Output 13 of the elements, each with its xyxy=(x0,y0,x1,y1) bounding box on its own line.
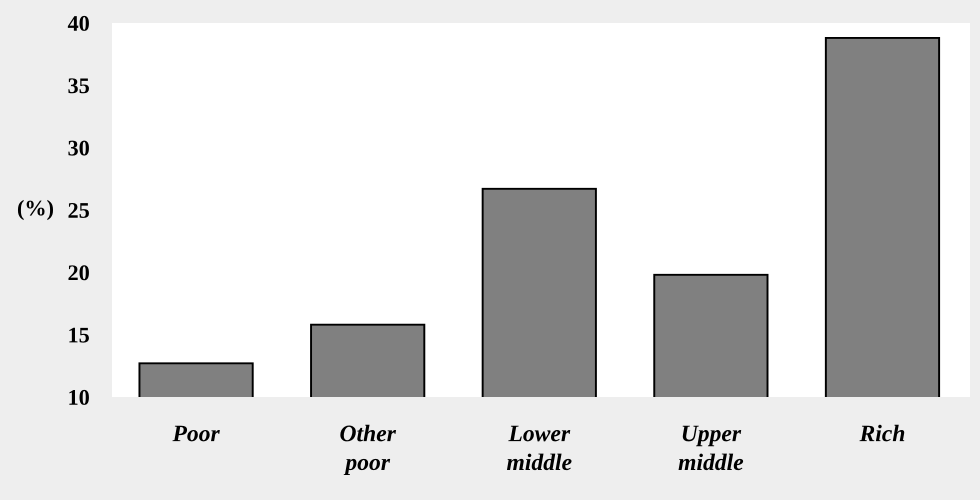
x-tick-label: Lower middle xyxy=(506,426,572,470)
y-tick-label: 15 xyxy=(69,328,89,343)
x-tick-label: Other poor xyxy=(340,424,396,475)
x-tick-label: Poor xyxy=(172,426,220,442)
x-tick-label: Rich xyxy=(859,424,904,442)
y-tick-label: 30 xyxy=(68,140,89,156)
x-tick-label: Upper middle xyxy=(678,426,744,470)
y-tick-label: 35 xyxy=(68,78,89,94)
y-tick-label: 10 xyxy=(69,390,89,405)
y-tick-label: 20 xyxy=(68,265,89,280)
y-tick-label: 25 xyxy=(68,202,89,218)
y-axis-title: (%) xyxy=(18,200,54,220)
y-tick-label: 40 xyxy=(68,16,89,31)
